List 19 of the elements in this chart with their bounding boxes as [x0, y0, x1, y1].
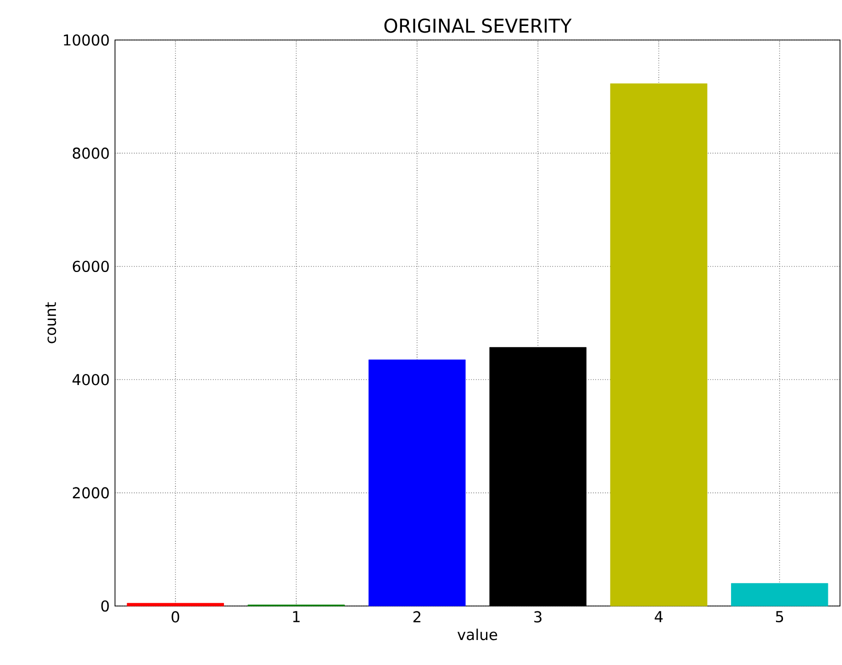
x-tick-label: 5 — [776, 611, 784, 622]
x-tick-label: 2 — [413, 611, 420, 622]
bar — [368, 360, 466, 606]
y-tick-label: 4000 — [72, 374, 109, 386]
x-tick-label: 1 — [293, 611, 300, 622]
y-tick-label: 6000 — [72, 260, 109, 272]
y-tick-label: 8000 — [72, 148, 109, 159]
bar — [126, 602, 224, 606]
y-tick-label: 10000 — [64, 34, 109, 46]
x-tick-label: 4 — [654, 611, 663, 622]
chart-title: ORIGINAL SEVERITY — [384, 18, 572, 33]
x-tick-label: 0 — [172, 611, 180, 622]
x-axis-title: value — [458, 628, 498, 640]
bar — [731, 583, 828, 606]
y-axis-title: count — [45, 302, 56, 344]
bar — [610, 83, 708, 606]
y-tick-label: 2000 — [72, 487, 109, 498]
y-tick-label: 0 — [101, 600, 109, 612]
x-tick-label: 3 — [534, 611, 542, 622]
